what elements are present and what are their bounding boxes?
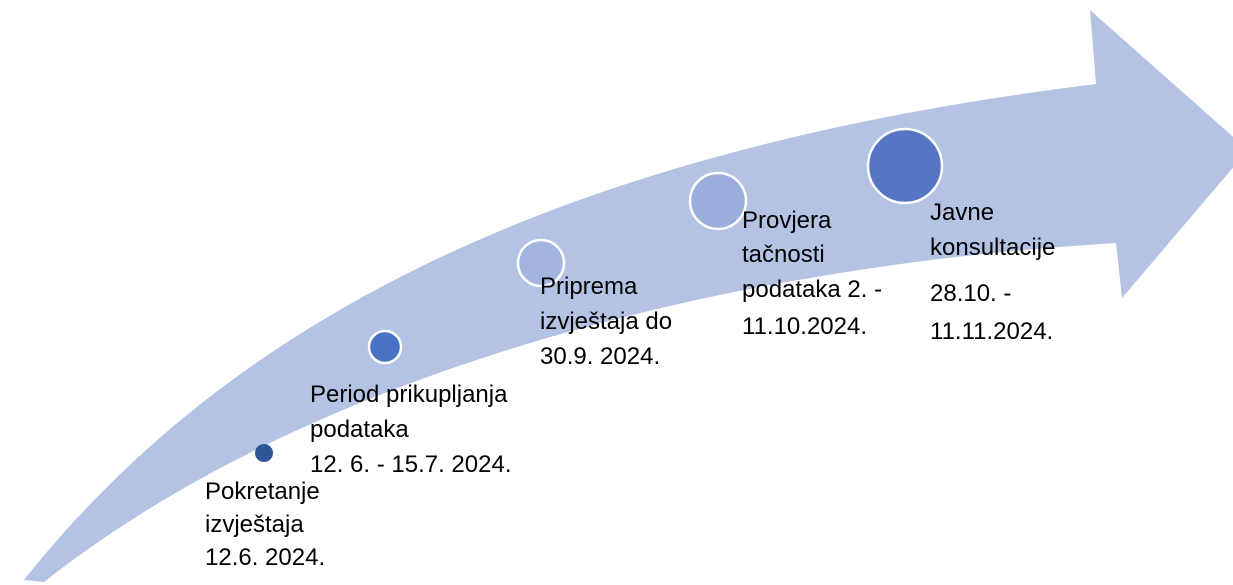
step-label: Priprema bbox=[540, 273, 638, 300]
step-label: izvještaja bbox=[205, 511, 304, 538]
step-label: konsultacije bbox=[930, 234, 1055, 261]
step-label: Javne bbox=[930, 199, 994, 226]
step-label: 11.10.2024. bbox=[742, 313, 867, 340]
step-dot bbox=[866, 127, 944, 205]
step-label: 30.9. 2024. bbox=[540, 343, 660, 370]
step-label: Provjera bbox=[742, 207, 832, 234]
step-dot bbox=[688, 171, 748, 231]
step-label: 11.11.2024. bbox=[930, 318, 1053, 345]
step-dot bbox=[255, 444, 273, 462]
step-label: Pokretanje bbox=[205, 478, 320, 505]
step-label: podataka bbox=[310, 416, 409, 443]
step-label: izvještaja do bbox=[540, 308, 672, 335]
step-dot bbox=[516, 238, 566, 288]
step-label: 28.10. - bbox=[930, 280, 1011, 307]
step-label: Period prikupljanja bbox=[310, 381, 508, 408]
step-dot bbox=[367, 329, 403, 365]
step-label: 12. 6. - 15.7. 2024. bbox=[310, 451, 511, 478]
step-label: podataka 2. - bbox=[742, 276, 882, 303]
step-label: 12.6. 2024. bbox=[205, 544, 325, 571]
step-label: tačnosti bbox=[742, 241, 825, 268]
